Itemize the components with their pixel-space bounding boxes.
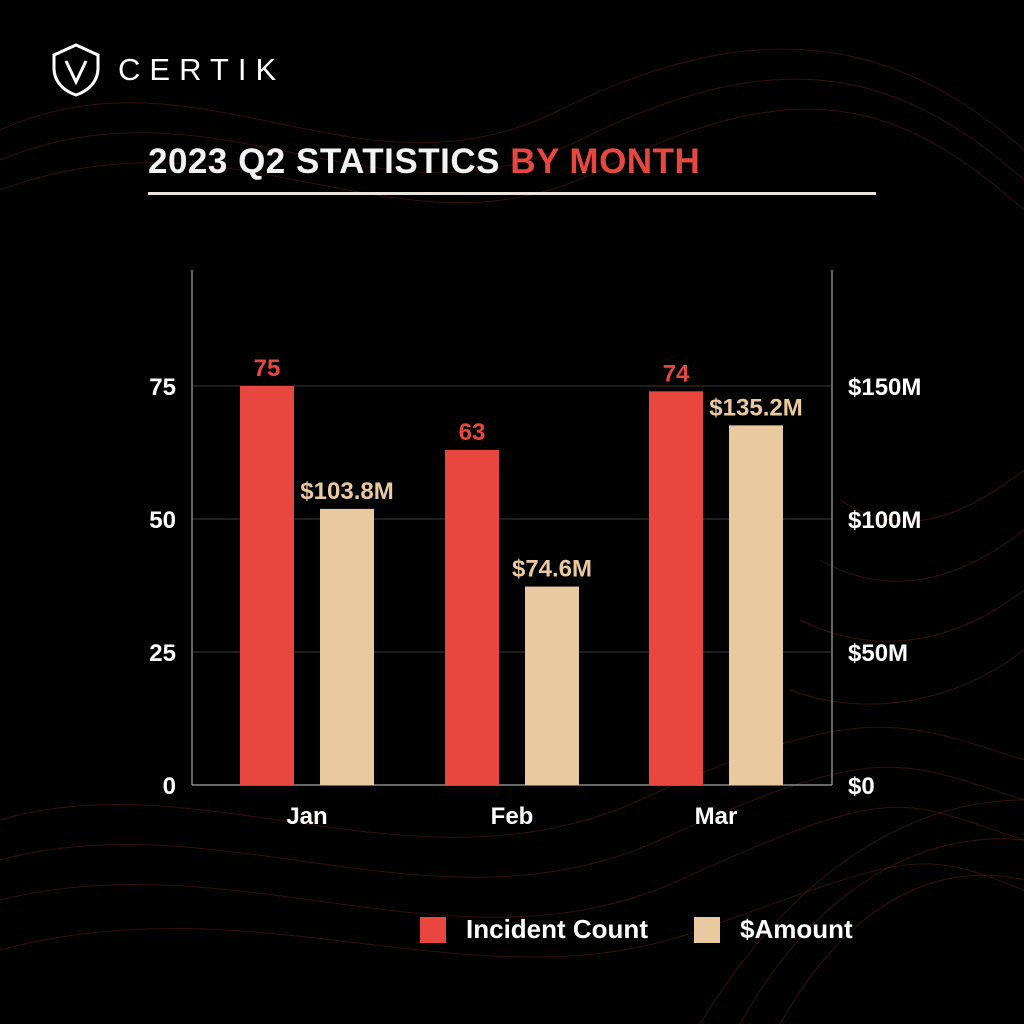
axes bbox=[191, 270, 833, 786]
legend-swatch-incident bbox=[420, 916, 446, 943]
y-right-tick-label: $0 bbox=[848, 773, 875, 800]
legend-label: Incident Count bbox=[466, 914, 648, 944]
bar-amount-jan bbox=[320, 508, 374, 785]
certik-logo: CERTIK bbox=[50, 42, 285, 98]
x-tick-label: Jan bbox=[286, 803, 327, 830]
title-main: 2023 Q2 STATISTICS bbox=[148, 142, 500, 181]
data-labels: 75 $103.8M 63 $74.6M 74 $135.2M bbox=[254, 355, 803, 583]
y-left-tick-label: 25 bbox=[149, 640, 176, 667]
y-right-tick-label: $150M bbox=[848, 374, 921, 401]
data-label: 75 bbox=[254, 355, 281, 382]
title-accent: BY MONTH bbox=[510, 142, 701, 181]
certik-shield-logo-icon bbox=[52, 43, 100, 97]
gridlines bbox=[192, 385, 832, 653]
data-label: $103.8M bbox=[300, 478, 393, 505]
title-underline bbox=[148, 192, 876, 195]
bar-incident-count-jan bbox=[240, 386, 294, 785]
legend-swatch-amount bbox=[693, 916, 720, 943]
legend-label: $Amount bbox=[739, 914, 853, 944]
y-right-tick-label: $100M bbox=[848, 507, 921, 534]
data-label: 74 bbox=[663, 360, 690, 387]
legend: Incident Count $Amount bbox=[420, 914, 853, 945]
chart-title: 2023 Q2 STATISTICS BY MONTH bbox=[148, 142, 700, 182]
data-label: $135.2M bbox=[709, 394, 802, 421]
tick-labels: 0 25 50 75 $0 $50M $100M $150M Jan Feb Mar bbox=[149, 374, 921, 830]
bar-amount-feb bbox=[525, 586, 579, 785]
y-right-tick-label: $50M bbox=[848, 640, 908, 667]
x-tick-label: Feb bbox=[491, 803, 534, 830]
y-left-tick-label: 0 bbox=[163, 773, 176, 800]
y-left-tick-label: 50 bbox=[149, 507, 176, 534]
legend-item-amount: $Amount bbox=[693, 914, 853, 945]
bars bbox=[240, 386, 783, 785]
y-left-tick-label: 75 bbox=[149, 374, 176, 401]
data-label: 63 bbox=[459, 419, 486, 446]
bar-incident-count-feb bbox=[445, 449, 499, 785]
legend-item-incident-count: Incident Count bbox=[420, 914, 648, 945]
bar-amount-mar bbox=[729, 425, 783, 785]
data-label: $74.6M bbox=[512, 556, 592, 583]
bar-incident-count-mar bbox=[649, 391, 703, 785]
x-tick-label: Mar bbox=[695, 803, 738, 830]
brand-name: CERTIK bbox=[118, 52, 286, 87]
